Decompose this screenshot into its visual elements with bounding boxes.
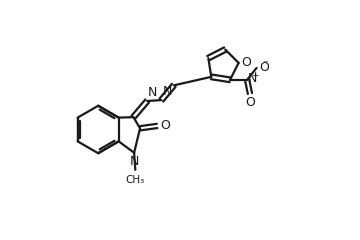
Text: O: O xyxy=(260,60,269,73)
Text: O: O xyxy=(161,120,170,132)
Text: N: N xyxy=(162,85,172,98)
Text: ⁻: ⁻ xyxy=(262,59,268,69)
Text: O: O xyxy=(246,96,256,109)
Text: N: N xyxy=(248,72,257,85)
Text: N: N xyxy=(148,86,157,99)
Text: +: + xyxy=(251,71,258,80)
Text: O: O xyxy=(242,56,251,69)
Text: N: N xyxy=(130,155,139,168)
Text: CH₃: CH₃ xyxy=(126,175,145,185)
